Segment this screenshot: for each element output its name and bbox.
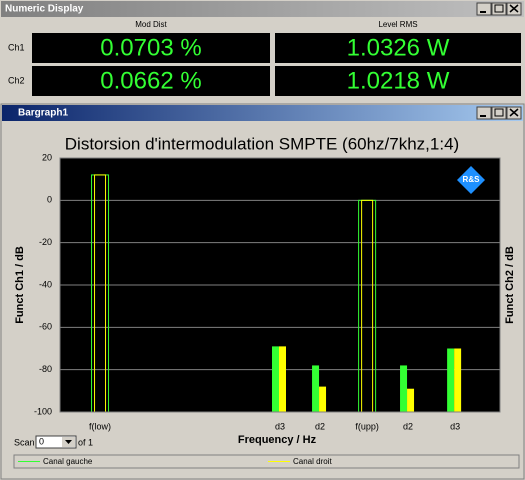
y-axis-label: Funct Ch1 / dB xyxy=(14,246,26,324)
value-box xyxy=(32,66,270,96)
bar xyxy=(407,388,415,412)
window-title: Bargraph1 xyxy=(18,108,68,119)
value-box xyxy=(275,66,521,96)
row-label: Ch2 xyxy=(8,75,25,85)
bar xyxy=(400,365,408,412)
bar xyxy=(272,346,279,412)
title-bar xyxy=(1,1,524,17)
bar xyxy=(279,346,286,412)
title-bar xyxy=(2,105,523,121)
x-tick-label: f(upp) xyxy=(355,421,379,431)
scan-value: 0 xyxy=(39,436,44,446)
row-label: Ch1 xyxy=(8,42,25,52)
bar xyxy=(454,348,462,412)
bar xyxy=(319,386,327,412)
y-tick-label: 20 xyxy=(42,152,52,162)
legend-box xyxy=(13,454,520,469)
scan-of: of 1 xyxy=(78,437,93,447)
x-tick-label: f(low) xyxy=(89,421,111,431)
y-tick-label: -40 xyxy=(39,279,52,289)
legend: Canal gauche Canal droit xyxy=(18,457,332,466)
scan-select[interactable]: 0 xyxy=(35,435,77,449)
legend-label: Canal droit xyxy=(293,457,332,466)
x-tick-label: d3 xyxy=(450,421,460,431)
plot-border xyxy=(59,157,501,413)
bar xyxy=(447,348,455,412)
bar xyxy=(312,365,320,412)
x-axis-label: Frequency / Hz xyxy=(238,434,317,446)
window-buttons[interactable] xyxy=(476,2,522,16)
window-title: Numeric Display xyxy=(5,4,84,15)
value: 0.0662 % xyxy=(100,67,201,94)
chart-title: Distorsion d'intermodulation SMPTE (60hz… xyxy=(65,134,459,153)
legend-label: Canal gauche xyxy=(43,457,93,466)
x-tick-label: d2 xyxy=(403,421,413,431)
value-box xyxy=(32,33,270,63)
y-tick-label: -20 xyxy=(39,237,52,247)
column-header: Level RMS xyxy=(378,20,417,29)
scan-label: Scan xyxy=(14,437,35,447)
window-buttons[interactable] xyxy=(476,106,522,120)
x-tick-label: d2 xyxy=(315,421,325,431)
value-box xyxy=(275,33,521,63)
logo-text: R&S xyxy=(463,175,481,184)
numeric-table: Mod Dist Level RMS Ch1 0.0703 % 1.0326 W Ch2 0… xyxy=(8,20,521,96)
value: 1.0218 W xyxy=(347,67,450,94)
value: 1.0326 W xyxy=(347,34,450,61)
y2-axis-label: Funct Ch2 / dB xyxy=(504,246,516,324)
y-tick-label: -80 xyxy=(39,364,52,374)
logo: R&S xyxy=(457,166,485,194)
y-tick-label: -100 xyxy=(34,406,52,416)
y-tick-label: 0 xyxy=(47,195,52,205)
column-header: Mod Dist xyxy=(135,20,167,29)
value: 0.0703 % xyxy=(100,34,201,61)
y-tick-label: -60 xyxy=(39,322,52,332)
x-tick-label: d3 xyxy=(275,421,285,431)
